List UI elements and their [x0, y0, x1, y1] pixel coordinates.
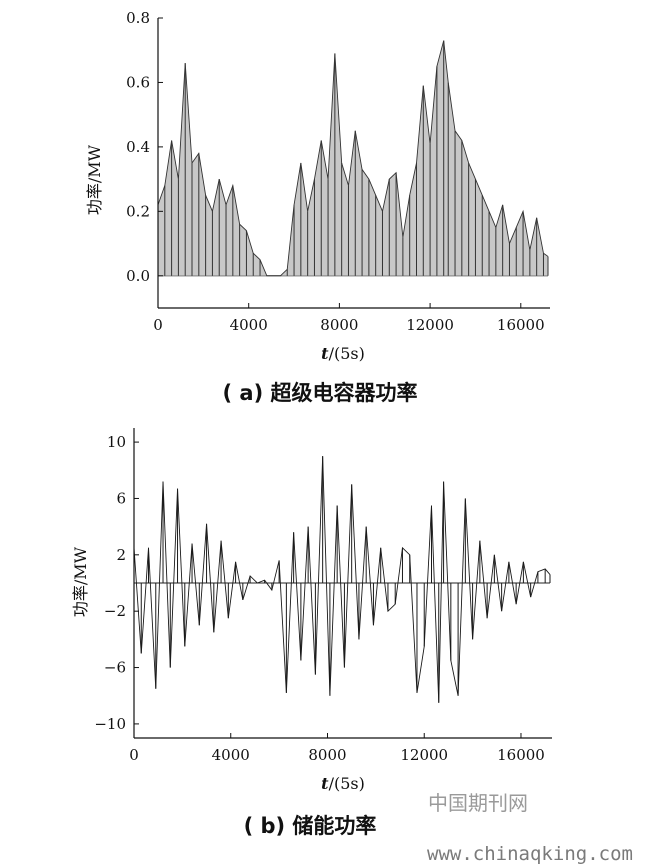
y-tick-label: −10 — [94, 715, 126, 733]
x-tick-label: 4000 — [212, 746, 250, 764]
y-tick-label: 0.8 — [126, 9, 150, 27]
chart-a-y-axis-label: 功率/MW — [85, 144, 104, 215]
chart-a-supercapacitor-power: 0.0 0.2 0.4 0.6 0.8 0 4000 8000 12000 16000 功率/M… — [85, 9, 550, 405]
y-tick-label: 0.2 — [126, 202, 150, 220]
chart-a-x-axis-label-var: t — [321, 344, 329, 363]
y-tick-label: 10 — [107, 433, 126, 451]
y-tick-label: −2 — [104, 602, 126, 620]
watermark-url: www.chinaqking.com — [427, 843, 633, 865]
watermark-chinese: 中国期刊网 — [428, 791, 528, 815]
series-line — [133, 456, 551, 703]
x-tick-label: 4000 — [230, 316, 268, 334]
x-tick-label: 0 — [129, 746, 139, 764]
y-tick-label: 0.0 — [126, 267, 150, 285]
x-tick-label: 16000 — [497, 746, 545, 764]
y-tick-label: −6 — [104, 659, 126, 677]
y-tick-label: 6 — [116, 489, 126, 507]
x-tick-label: 8000 — [320, 316, 358, 334]
x-tick-label: 16000 — [497, 316, 545, 334]
chart-a-caption: ( a) 超级电容器功率 — [223, 381, 418, 405]
x-tick-label: 8000 — [308, 746, 346, 764]
x-tick-label: 12000 — [400, 746, 448, 764]
chart-b-y-axis-label: 功率/MW — [71, 546, 90, 617]
chart-b-caption: ( b) 储能功率 — [244, 814, 377, 838]
chart-b-storage-power: 10 6 2 −2 −6 −10 0 4000 8000 12000 16000 功率/MW t/… — [71, 428, 552, 838]
chart-a-x-axis-label: t/(5s) — [321, 344, 365, 363]
chart-b-x-axis-label: t/(5s) — [321, 774, 365, 793]
chart-b-x-axis-label-unit: /(5s) — [329, 774, 365, 793]
chart-a-x-axis-label-unit: /(5s) — [329, 344, 365, 363]
y-tick-label: 0.6 — [126, 73, 150, 91]
x-tick-label: 12000 — [406, 316, 454, 334]
series-line — [157, 40, 549, 277]
y-tick-label: 2 — [116, 546, 126, 564]
y-tick-label: 0.4 — [126, 138, 150, 156]
x-tick-label: 0 — [153, 316, 163, 334]
chart-b-x-axis-label-var: t — [321, 774, 329, 793]
